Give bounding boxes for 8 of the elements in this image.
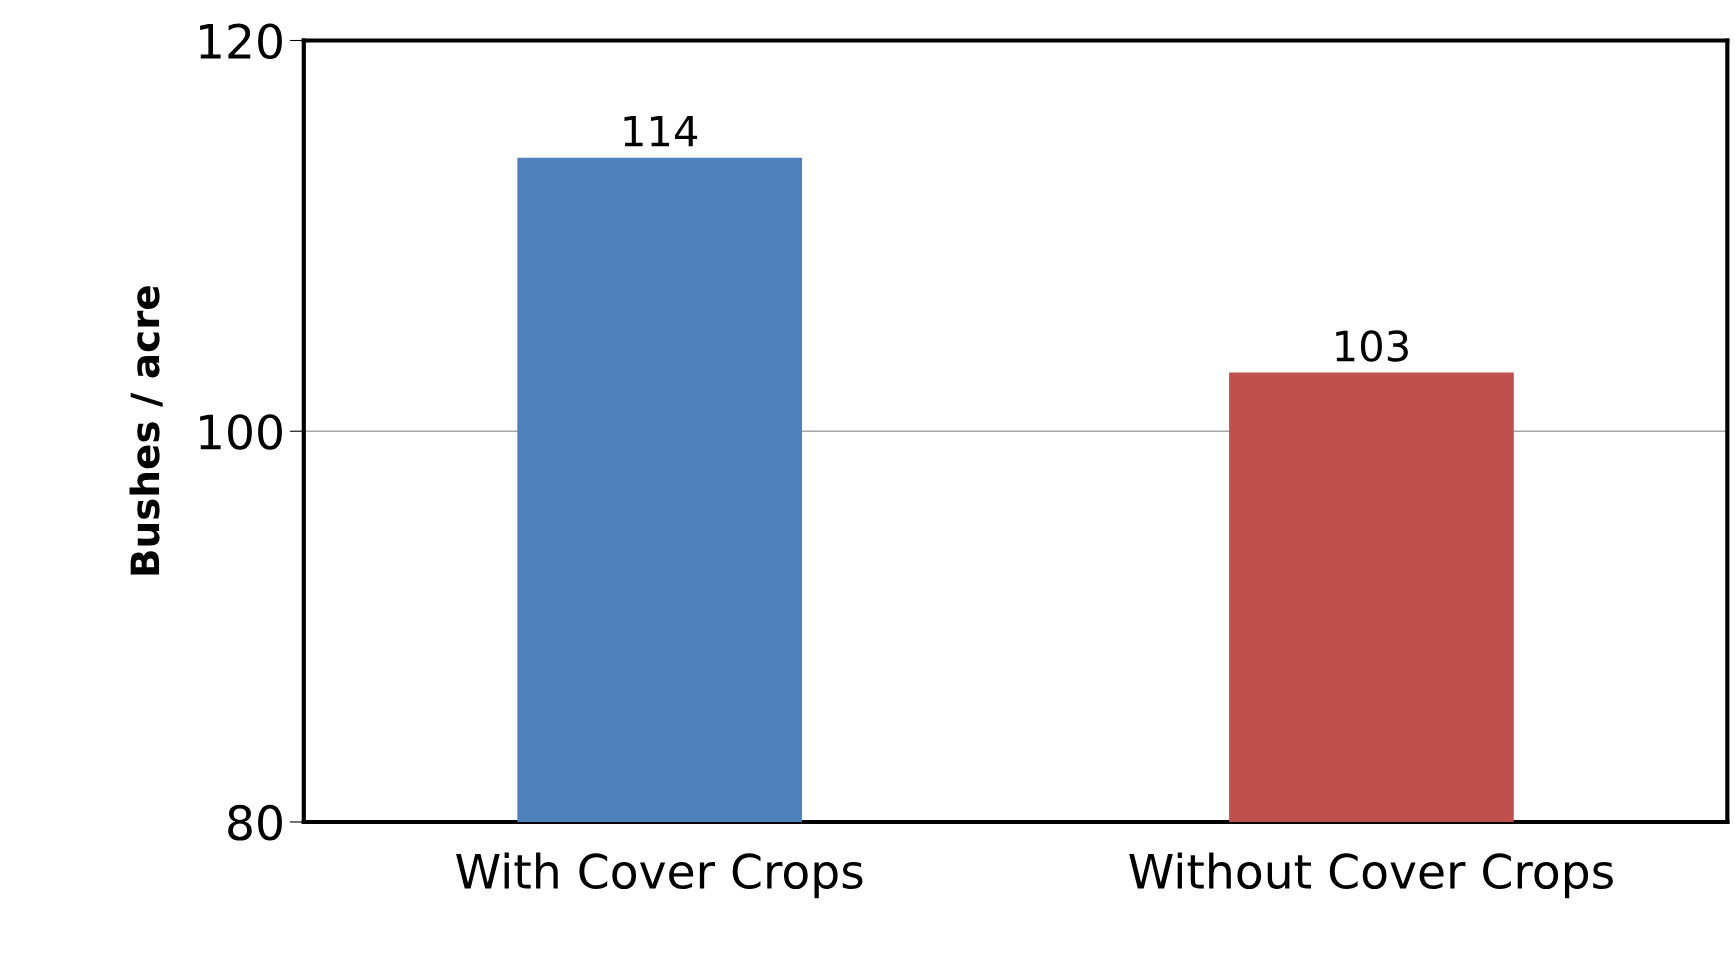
data-label: 103: [1336, 330, 1408, 362]
y-tick-label: 120: [200, 23, 282, 60]
x-tick-label: Without Cover Crops: [1129, 852, 1613, 899]
x-tick-label: With Cover Crops: [456, 852, 863, 899]
y-tick-label: 80: [228, 804, 282, 841]
data-label: 114: [624, 115, 698, 147]
y-axis-title: Bushes / acre: [129, 286, 163, 575]
y-tick-label: 100: [200, 414, 282, 450]
